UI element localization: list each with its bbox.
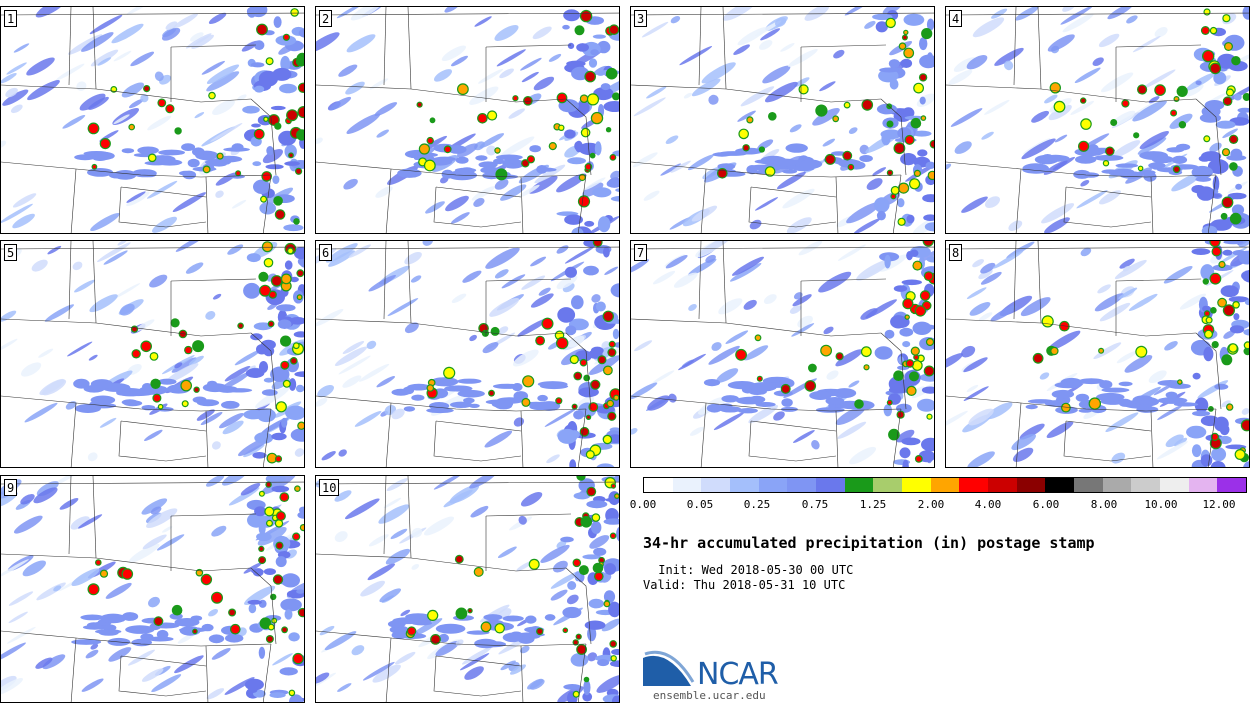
member-number-label: 7 bbox=[634, 244, 648, 261]
member-number-label: 5 bbox=[4, 244, 18, 261]
precip-map bbox=[946, 241, 1249, 467]
precip-map bbox=[316, 7, 619, 233]
precip-map bbox=[1, 7, 304, 233]
colorbar-swatch bbox=[1160, 478, 1189, 492]
ensemble-member-panel: 1 bbox=[0, 6, 305, 234]
colorbar-tick-label: 0.00 bbox=[629, 498, 657, 511]
colorbar-swatch bbox=[1016, 478, 1046, 492]
colorbar-tick-label: 2.00 bbox=[917, 498, 945, 511]
colorbar-tick-label: 0.05 bbox=[686, 498, 714, 511]
colorbar-tick-label: 12.00 bbox=[1202, 498, 1236, 511]
colorbar-swatch bbox=[930, 478, 960, 492]
colorbar-swatch bbox=[959, 478, 989, 492]
precip-map bbox=[631, 7, 934, 233]
colorbar-tick-label: 10.00 bbox=[1144, 498, 1178, 511]
precip-map bbox=[946, 7, 1249, 233]
member-number-label: 9 bbox=[4, 479, 18, 496]
colorbar-swatch bbox=[873, 478, 903, 492]
colorbar-swatch bbox=[701, 478, 731, 492]
colorbar-swatch bbox=[988, 478, 1017, 492]
member-number-label: 3 bbox=[634, 10, 648, 27]
ensemble-member-panel: 4 bbox=[945, 6, 1250, 234]
precip-map bbox=[1, 476, 304, 702]
ensemble-member-panel: 10 bbox=[315, 475, 620, 703]
colorbar-swatch bbox=[1045, 478, 1075, 492]
colorbar-swatch bbox=[816, 478, 845, 492]
plot-title: 34-hr accumulated precipitation (in) pos… bbox=[643, 534, 1095, 552]
colorbar-swatch bbox=[672, 478, 702, 492]
precip-map bbox=[316, 241, 619, 467]
colorbar-tick-label: 0.25 bbox=[743, 498, 771, 511]
ensemble-member-panel: 6 bbox=[315, 240, 620, 468]
colorbar-swatch bbox=[644, 478, 673, 492]
precip-map bbox=[631, 241, 934, 467]
member-number-label: 6 bbox=[319, 244, 333, 261]
ncar-logo-icon bbox=[643, 650, 695, 686]
colorbar-tick-label: 1.25 bbox=[859, 498, 887, 511]
colorbar-tick-label: 8.00 bbox=[1090, 498, 1118, 511]
ensemble-url: ensemble.ucar.edu bbox=[653, 689, 766, 702]
precip-map bbox=[1, 241, 304, 467]
colorbar-swatch bbox=[758, 478, 788, 492]
ncar-logo-text: NCAR bbox=[697, 657, 779, 692]
colorbar-swatch bbox=[902, 478, 931, 492]
precip-colorbar bbox=[643, 477, 1247, 493]
ensemble-member-panel: 9 bbox=[0, 475, 305, 703]
member-number-label: 4 bbox=[949, 10, 963, 27]
colorbar-swatch bbox=[1217, 478, 1247, 492]
valid-time: Valid: Thu 2018-05-31 10 UTC bbox=[643, 578, 846, 592]
colorbar-tick-label: 0.75 bbox=[801, 498, 829, 511]
colorbar-swatch bbox=[787, 478, 817, 492]
ensemble-member-panel: 5 bbox=[0, 240, 305, 468]
colorbar-swatch bbox=[730, 478, 759, 492]
ensemble-member-panel: 3 bbox=[630, 6, 935, 234]
ensemble-member-panel: 7 bbox=[630, 240, 935, 468]
colorbar-swatch bbox=[1188, 478, 1218, 492]
member-number-label: 1 bbox=[4, 10, 18, 27]
precip-map bbox=[316, 476, 619, 702]
init-time: Init: Wed 2018-05-30 00 UTC bbox=[651, 563, 854, 577]
colorbar-tick-label: 4.00 bbox=[974, 498, 1002, 511]
colorbar-swatch bbox=[1131, 478, 1161, 492]
colorbar-swatch bbox=[844, 478, 874, 492]
member-number-label: 8 bbox=[949, 244, 963, 261]
member-number-label: 2 bbox=[319, 10, 333, 27]
member-number-label: 10 bbox=[319, 479, 340, 496]
colorbar-swatch bbox=[1074, 478, 1103, 492]
colorbar-swatch bbox=[1102, 478, 1132, 492]
ensemble-member-panel: 8 bbox=[945, 240, 1250, 468]
colorbar-tick-label: 6.00 bbox=[1032, 498, 1060, 511]
ensemble-member-panel: 2 bbox=[315, 6, 620, 234]
